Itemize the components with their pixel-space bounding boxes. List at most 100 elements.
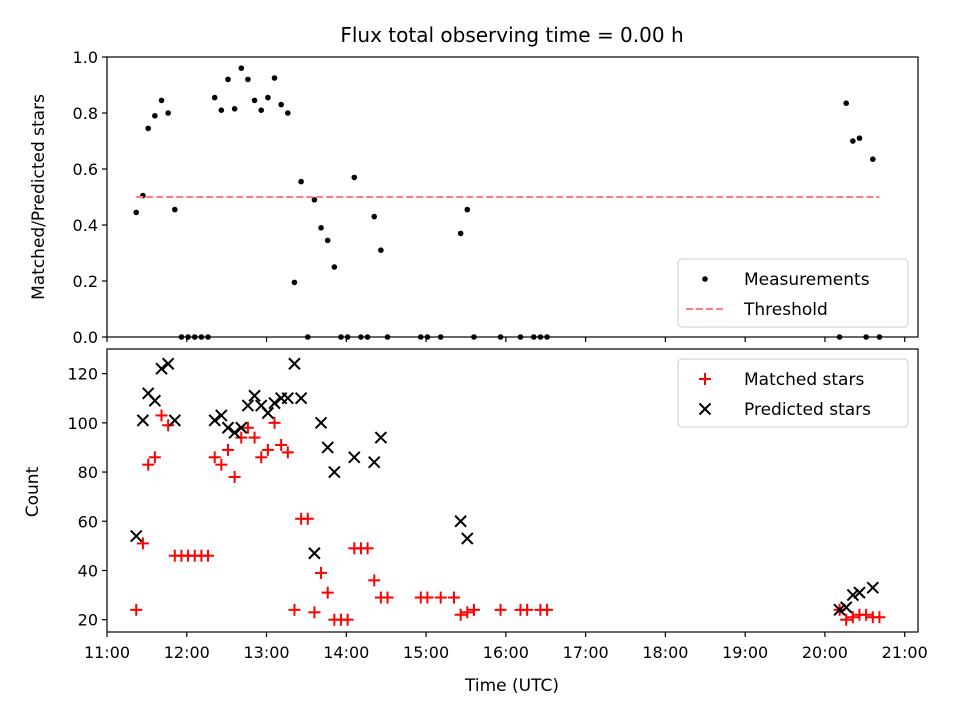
data-point [869,156,876,162]
data-point [162,419,175,432]
data-point-b [215,409,228,422]
data-point [301,512,314,525]
data-point [235,431,248,444]
data-point [839,601,853,614]
data-point [172,206,178,213]
data-point-b [268,396,281,410]
data-point [258,107,265,113]
legend-label: Measurements [744,270,870,290]
data-point [833,603,846,617]
legend-swatch [699,373,711,385]
data-point-b [853,586,866,599]
data-point-b [368,455,381,469]
data-point [155,409,168,422]
data-point [850,138,856,144]
data-point-b [142,387,155,400]
y-tick-label: 60 [78,512,98,531]
data-point [133,209,140,216]
data-point [298,178,304,185]
data-point [348,451,361,464]
data-point-b [461,532,474,545]
data-point [378,247,384,253]
plot-frame [106,348,919,633]
data-point [152,113,158,119]
data-point-b [328,465,341,479]
data-point [467,603,480,616]
data-point [268,396,281,410]
data-point [448,591,461,604]
y-tick-label: 0.0 [73,328,98,347]
data-point [211,94,218,101]
data-point [341,613,354,626]
data-point [158,97,165,104]
data-point [308,606,321,619]
data-point-b [248,389,261,402]
data-point [228,470,241,483]
data-point [381,591,394,604]
data-point-b [839,601,853,614]
data-point-b [308,547,321,560]
data-point-b [168,414,182,427]
data-point [853,586,866,599]
legend-swatch-b [698,402,712,416]
data-point [281,446,294,459]
data-point [208,451,221,464]
data-point [285,110,291,116]
data-point-b [866,581,880,594]
x-tick-label: 17:00 [563,643,609,662]
data-point [368,574,381,587]
data-point [155,362,168,375]
data-point [145,125,152,132]
data-point [856,135,863,141]
chart-title: Flux total observing time = 0.00 h [340,23,683,47]
data-point [208,414,221,427]
data-point [315,566,328,579]
data-point [248,389,261,402]
data-point [311,197,318,203]
data-point-b [288,357,301,370]
data-point [255,451,268,464]
data-point-b [130,529,143,543]
data-point [241,421,254,434]
data-point-b [161,357,175,370]
data-point [361,542,374,555]
data-point [371,213,378,220]
x-tick-label: 19:00 [722,643,768,662]
series-2 [130,357,880,617]
y-tick-label: 1.0 [73,48,98,67]
data-point-b [136,414,150,427]
data-point [275,438,288,451]
data-point [245,76,251,83]
data-point [464,206,471,213]
bottom-panel: 20 40 60 80 100 120 11:00 12:00 13:00 14:00 15:00 1… [67,348,928,662]
data-point [215,458,228,471]
data-point [238,65,245,71]
data-point [221,421,235,434]
x-tick-label: 21:00 [882,643,928,662]
x-tick-label: 11:00 [84,643,130,662]
data-point [351,174,358,181]
data-point [288,357,301,370]
data-point [265,94,271,101]
data-point-b [208,414,221,427]
data-point-b [148,394,162,407]
data-point-b [241,399,255,412]
legend-swatch [698,402,712,416]
data-point [328,465,341,479]
data-point-b [294,392,308,405]
data-point [434,591,447,604]
data-point [846,611,859,624]
data-point [866,581,880,594]
data-point [291,279,298,286]
data-point [136,414,150,427]
data-point-b [228,426,241,439]
data-point [161,357,175,370]
y-tick-label: 0.6 [73,160,98,179]
data-point-b [281,392,295,405]
data-point [494,603,507,616]
data-point [202,549,215,562]
top-panel: 0.0 0.2 0.4 0.6 0.8 1.0 Measurements Threshold [73,48,919,347]
data-point [251,97,258,104]
data-point [225,76,231,83]
data-point [288,603,301,616]
